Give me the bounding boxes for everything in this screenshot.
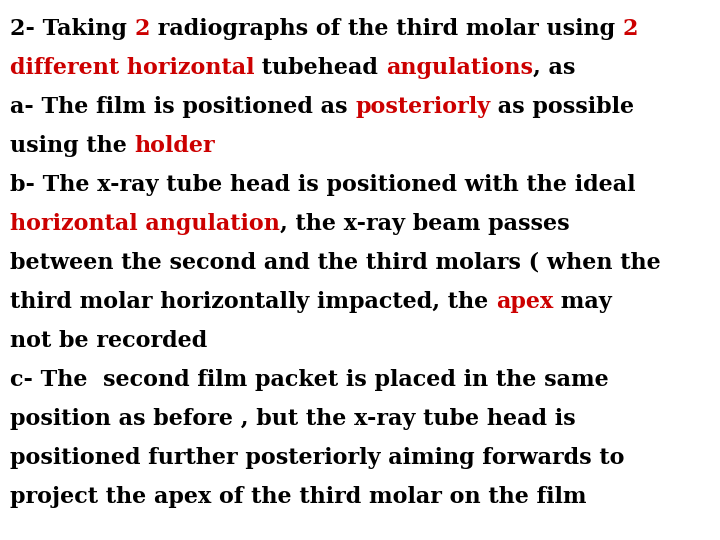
Text: angulations: angulations: [386, 57, 533, 79]
Text: third molar horizontally impacted, the: third molar horizontally impacted, the: [10, 291, 496, 313]
Text: , as: , as: [533, 57, 575, 79]
Text: 2- Taking: 2- Taking: [10, 18, 135, 40]
Text: a- The film is positioned as: a- The film is positioned as: [10, 96, 355, 118]
Text: between the second and the third molars ( when the: between the second and the third molars …: [10, 252, 661, 274]
Text: positioned further posteriorly aiming forwards to: positioned further posteriorly aiming fo…: [10, 447, 624, 469]
Text: c- The  second film packet is placed in the same: c- The second film packet is placed in t…: [10, 369, 608, 391]
Text: project the apex of the third molar on the film: project the apex of the third molar on t…: [10, 486, 587, 508]
Text: horizontal angulation: horizontal angulation: [10, 213, 280, 235]
Text: apex: apex: [496, 291, 553, 313]
Text: 2: 2: [135, 18, 150, 40]
Text: as possible: as possible: [490, 96, 634, 118]
Text: may: may: [553, 291, 612, 313]
Text: holder: holder: [135, 135, 215, 157]
Text: , the x-ray beam passes: , the x-ray beam passes: [280, 213, 570, 235]
Text: 2: 2: [623, 18, 639, 40]
Text: tubehead: tubehead: [254, 57, 386, 79]
Text: using the: using the: [10, 135, 135, 157]
Text: radiographs of the third molar using: radiographs of the third molar using: [150, 18, 623, 40]
Text: not be recorded: not be recorded: [10, 330, 207, 352]
Text: b- The x-ray tube head is positioned with the ideal: b- The x-ray tube head is positioned wit…: [10, 174, 636, 196]
Text: position as before , but the x-ray tube head is: position as before , but the x-ray tube …: [10, 408, 575, 430]
Text: different horizontal: different horizontal: [10, 57, 254, 79]
Text: posteriorly: posteriorly: [355, 96, 490, 118]
